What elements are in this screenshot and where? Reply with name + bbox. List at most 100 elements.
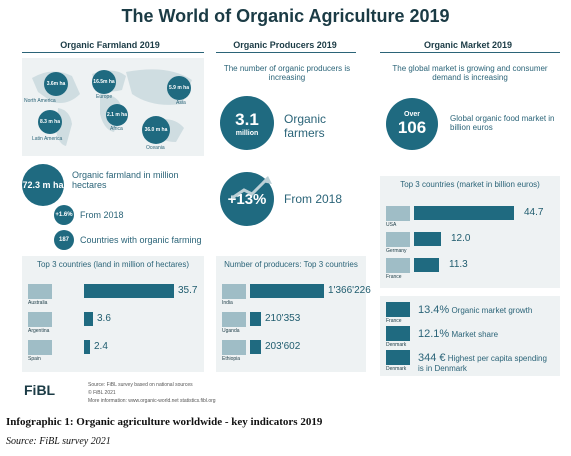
chart-area: India 1'366'226 Uganda 210'353 Ethiopia 203'6…: [216, 280, 371, 370]
category-label: Germany: [386, 248, 407, 254]
market-total-value: 106: [397, 117, 427, 137]
bar: [250, 284, 324, 298]
category-label: USA: [386, 222, 397, 228]
market-heading: Organic Market 2019: [423, 40, 513, 50]
divider: [380, 52, 560, 53]
data-label: 2.4: [94, 341, 108, 352]
market-total-label: Global organic food market in billion eu…: [450, 114, 555, 132]
page-title: The World of Organic Agriculture 2019: [121, 6, 450, 26]
farmland-chart-panel: Top 3 countries (land in million of hect…: [22, 256, 204, 372]
producers-total-label: Organic farmers: [284, 112, 327, 140]
region-name: Oceania: [146, 145, 165, 151]
market-growth-stat: 13.4% Organic market growth: [418, 304, 532, 316]
category-label: Australia: [28, 300, 48, 306]
producers-intro: The number of organic producers is incre…: [223, 64, 351, 82]
market-chart-panel: Top 3 countries (market in billion euros…: [380, 176, 560, 288]
figure-caption: Infographic 1: Organic agriculture world…: [6, 416, 323, 428]
country-flag: [222, 340, 246, 355]
bar: [414, 206, 514, 220]
region-name: Asia: [176, 100, 186, 106]
country-flag: [386, 232, 410, 247]
flag-denmark: [386, 350, 410, 365]
region-bubble: 8.3 m ha: [38, 110, 62, 134]
country-name: Denmark: [386, 342, 407, 348]
producers-heading: Organic Producers 2019: [233, 40, 337, 50]
percap-label: Highest per capita spending is in Denmar…: [418, 354, 547, 373]
category-label: France: [386, 274, 402, 280]
data-label: 210'353: [265, 313, 301, 324]
country-name: Denmark: [386, 366, 407, 372]
data-label: 35.7: [178, 285, 198, 296]
category-label: Spain: [28, 356, 41, 362]
countries-label: Countries with organic farming: [80, 235, 202, 245]
region-name: North America: [24, 98, 56, 104]
footer-line: More information: www.organic-world.net …: [88, 398, 216, 404]
farmland-heading: Organic Farmland 2019: [60, 40, 160, 50]
country-flag: [386, 258, 410, 273]
world-map: 3.6m ha North America 16.5m ha Europe 5.…: [22, 58, 204, 156]
region-name: Africa: [110, 126, 123, 132]
region-bubble: 3.6m ha: [44, 72, 68, 96]
chart-area: USA 44.7 Germany 12.0 France 11.3: [380, 202, 560, 288]
region-bubble: 2.1 m ha: [106, 104, 128, 126]
producers-chart-panel: Number of producers: Top 3 countries Ind…: [216, 256, 371, 372]
flag-denmark: [386, 326, 410, 341]
market-over-label: Over: [404, 110, 420, 118]
market-total-badge: Over 106: [386, 98, 438, 150]
farmland-total-label: Organic farmland in million hectares: [72, 170, 179, 190]
market-share-stat: 12.1% Market share: [418, 328, 498, 340]
divider: [22, 52, 204, 53]
region-bubble: 16.5m ha: [92, 70, 116, 94]
bar: [84, 340, 90, 354]
footer-line: © FiBL 2021: [88, 390, 116, 396]
country-flag: [28, 284, 52, 299]
fibl-logo: FiBL: [24, 382, 56, 398]
countries-badge: 187: [54, 230, 74, 250]
bar: [84, 284, 174, 298]
percap-stat: 344 € Highest per capita spending is in …: [418, 352, 554, 373]
region-bubble: 36.0 m ha: [142, 116, 170, 144]
country-flag: [222, 284, 246, 299]
growth-arrow-icon: [231, 176, 272, 200]
category-label: India: [222, 300, 233, 306]
farmland-growth-badge: +1.6%: [54, 205, 74, 225]
data-label: 1'366'226: [328, 285, 371, 296]
producers-total-unit: million: [235, 129, 259, 137]
bar: [414, 258, 439, 272]
chart-title: Top 3 countries (land in million of hect…: [36, 260, 190, 269]
country-flag: [28, 340, 52, 355]
category-label: Ethiopia: [222, 356, 241, 362]
data-label: 203'602: [265, 341, 301, 352]
region-bubble: 5.9 m ha: [167, 76, 191, 100]
country-name: France: [386, 318, 402, 324]
data-label: 3.6: [97, 313, 111, 324]
market-intro: The global market is growing and consume…: [392, 64, 548, 82]
market-growth-label: Organic market growth: [451, 306, 533, 315]
producers-growth-label: From 2018: [284, 192, 343, 206]
market-stats-panel: France 13.4% Organic market growth Denma…: [380, 296, 560, 376]
flag-france: [386, 302, 410, 317]
divider: [216, 52, 356, 53]
region-name: Europe: [96, 94, 113, 100]
chart-area: Australia 35.7 Argentina 3.6 Spain 2.4: [22, 280, 204, 370]
category-label: Argentina: [28, 328, 50, 334]
country-flag: [386, 206, 410, 221]
chart-title: Top 3 countries (market in billion euros…: [400, 180, 540, 189]
chart-title: Number of producers: Top 3 countries: [224, 260, 358, 269]
figure-source: Source: FiBL survey 2021: [6, 436, 111, 447]
country-flag: [222, 312, 246, 327]
footer-line: Source: FiBL survey based on national so…: [88, 382, 193, 388]
category-label: Uganda: [222, 328, 240, 334]
data-label: 11.3: [449, 259, 468, 270]
region-name: Latin America: [32, 136, 63, 142]
bar: [250, 340, 261, 354]
bar: [414, 232, 441, 246]
bar: [84, 312, 93, 326]
country-flag: [28, 312, 52, 327]
market-growth-value: 13.4%: [418, 304, 450, 316]
market-share-label: Market share: [451, 330, 499, 339]
data-label: 44.7: [524, 207, 544, 218]
producers-total-value: 3.1: [235, 109, 259, 129]
producers-total-badge: 3.1 million: [220, 96, 274, 150]
farmland-growth-label: From 2018: [80, 210, 124, 220]
